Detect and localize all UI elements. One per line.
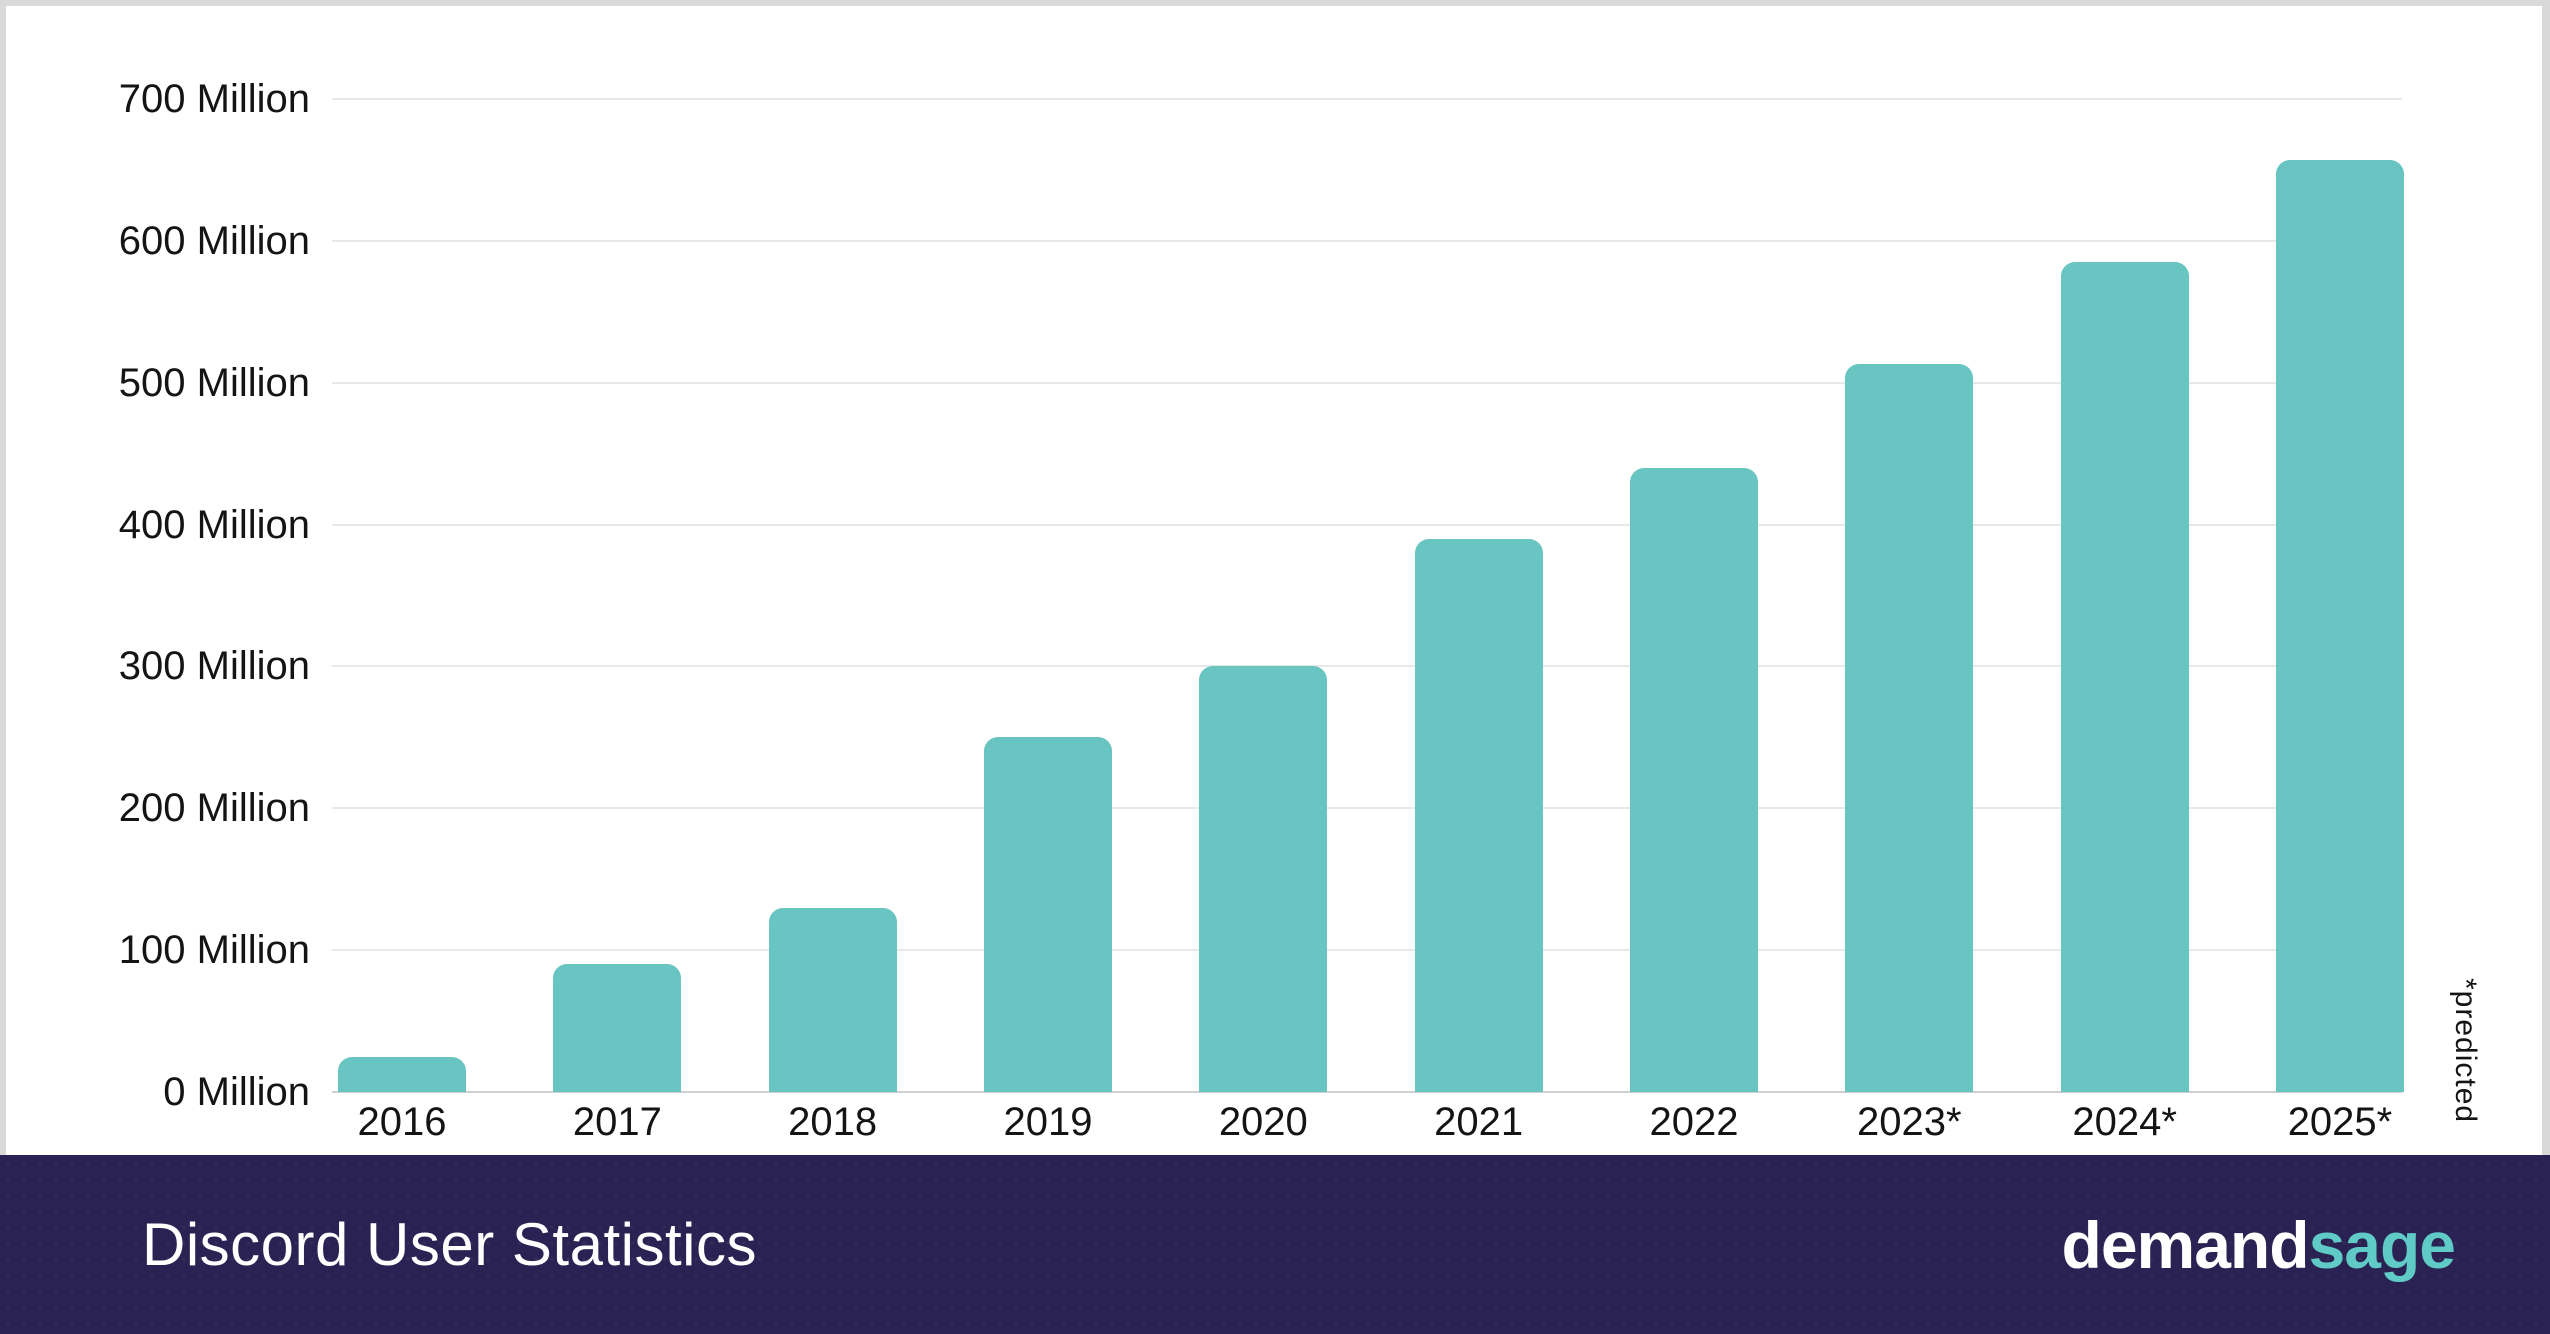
gridline-500 (332, 381, 2402, 384)
demandsage-logo: demandsage (2061, 1207, 2456, 1283)
x-axis-tick-label: 2017 (572, 1100, 662, 1144)
y-axis-tick-label: 700 Million (118, 77, 310, 121)
y-axis-tick-label: 500 Million (118, 360, 310, 405)
y-axis-tick-label: 400 Million (118, 502, 310, 547)
gridline-200 (332, 807, 2402, 810)
gridline-300 (332, 665, 2402, 668)
gridline-0 (332, 1091, 2402, 1093)
y-axis-tick-label: 100 Million (118, 928, 310, 973)
x-axis-tick-label: 2019 (1003, 1100, 1093, 1144)
bar-chart: *predicted 0 Million 100 Million 200 Milli… (118, 77, 2482, 1144)
footer-bar: Discord User Statistics demandsage (0, 1155, 2550, 1334)
logo-demand: demand (2061, 1207, 2310, 1282)
y-axis-tick-label: 200 Million (118, 786, 310, 831)
predicted-note: *predicted (2449, 978, 2482, 1124)
bar-2025 (2275, 159, 2404, 1092)
x-axis-tick-label: 2021 (1434, 1100, 1524, 1144)
y-axis-tick-label: 300 Million (118, 644, 310, 689)
y-axis-tick-label: 600 Million (118, 218, 310, 263)
gridline-700 (332, 98, 2402, 100)
bar-2024 (2060, 262, 2189, 1092)
x-axis-tick-label: 2020 (1218, 1100, 1308, 1144)
bar-2018 (768, 907, 897, 1092)
gridline-400 (332, 523, 2402, 526)
x-axis-tick-label: 2023* (1857, 1100, 1962, 1144)
x-axis-tick-label: 2022 (1649, 1100, 1739, 1144)
bar-2019 (983, 737, 1112, 1092)
bar-2022 (1629, 467, 1758, 1092)
x-axis-tick-label: 2016 (357, 1100, 447, 1144)
chart-title: Discord User Statistics (142, 1211, 757, 1278)
bar-2016 (338, 1056, 466, 1092)
y-axis-tick-label: 0 Million (163, 1070, 310, 1114)
bar-2020 (1199, 666, 1328, 1092)
bar-2017 (553, 964, 682, 1092)
bar-2023 (1845, 364, 1974, 1092)
x-axis-tick-label: 2025* (2287, 1100, 2393, 1144)
gridline-600 (332, 239, 2402, 242)
x-axis-tick-label: 2018 (788, 1100, 878, 1144)
gridline-100 (332, 949, 2402, 952)
bar-2021 (1414, 538, 1543, 1092)
x-axis-tick-label: 2024* (2072, 1100, 2177, 1144)
logo-sage: sage (2308, 1207, 2456, 1282)
